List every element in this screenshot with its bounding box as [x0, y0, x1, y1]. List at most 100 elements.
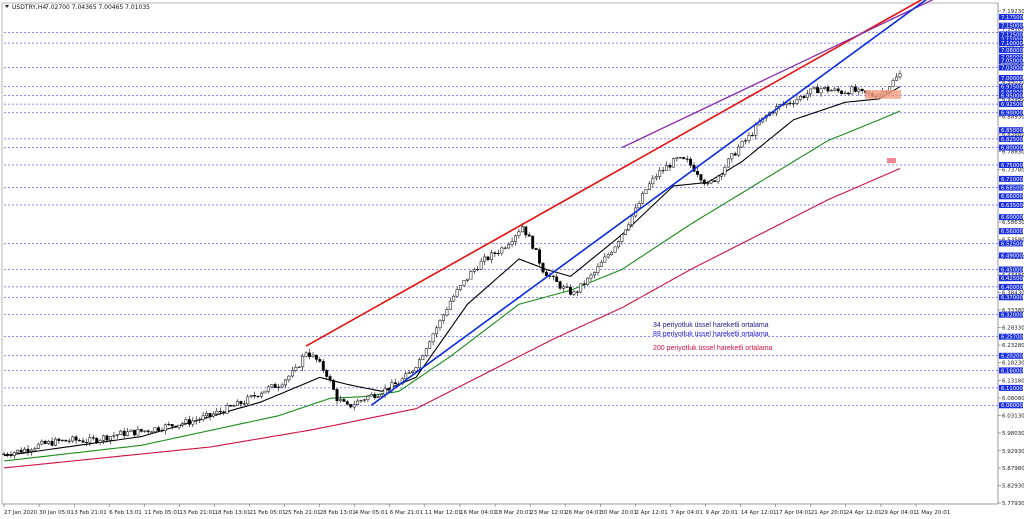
candle-body — [253, 395, 257, 397]
candle-body — [754, 124, 758, 136]
candle-body — [623, 229, 627, 235]
price-box-label: 6.66000 — [1001, 194, 1024, 200]
time-axis[interactable]: 27 Jan 2020 30 Jan 05:01 3 Feb 21:01 6 Feb … — [3, 504, 950, 516]
price-box — [999, 83, 1023, 90]
candle-body — [157, 427, 160, 431]
candle-body — [517, 231, 521, 237]
candle-body — [661, 170, 665, 172]
price-box — [999, 36, 1023, 43]
price-box-label: 6.95000 — [1001, 93, 1024, 99]
candle-body — [9, 454, 13, 456]
candle-body — [170, 424, 174, 427]
candle-body — [541, 262, 545, 273]
price-tick-label: 5.98030 — [1002, 431, 1024, 437]
candle-body — [534, 248, 538, 250]
time-tick-label: 17 Apr 04:01 — [776, 510, 812, 516]
price-box — [999, 384, 1023, 391]
price-box — [999, 283, 1023, 290]
candle-body — [465, 278, 469, 281]
symbol-label: USDTRY,H4 — [12, 4, 46, 11]
candle-body — [314, 354, 318, 360]
time-tick-label: 21 Feb 05:01 — [250, 510, 286, 516]
candle-body — [139, 429, 143, 432]
time-tick-label: 3 Feb 21:01 — [74, 510, 107, 516]
price-box-label: 6.97500 — [1001, 85, 1024, 91]
candle-body — [568, 286, 572, 295]
trend-lines[interactable] — [305, 0, 1020, 406]
candle-body — [843, 92, 847, 94]
highlight-markers — [865, 90, 901, 164]
candle-body — [43, 440, 47, 444]
candle-body — [658, 170, 662, 177]
candle-body — [744, 140, 747, 142]
candle-body — [287, 375, 291, 381]
candle-body — [617, 241, 620, 248]
time-tick-label: 6 Mar 21:01 — [390, 510, 423, 516]
candle-body — [284, 379, 287, 386]
candle-body — [850, 86, 854, 95]
price-tick-label: 5.82930 — [1002, 484, 1024, 490]
candle-body — [582, 283, 586, 285]
candle-body — [682, 157, 686, 160]
price-box — [999, 135, 1023, 142]
candle-body — [565, 286, 569, 288]
candle-body — [356, 400, 360, 405]
candle-body — [153, 427, 157, 433]
candle-body — [308, 352, 311, 357]
candle-body — [380, 393, 384, 397]
candle-body — [647, 183, 651, 190]
candle-body — [122, 430, 126, 436]
time-tick-label: 7 Apr 04:01 — [671, 510, 703, 516]
candle-body — [596, 266, 600, 273]
candle-body — [191, 420, 195, 425]
candle-body — [174, 425, 178, 428]
price-box-label: 6.32000 — [1001, 313, 1024, 319]
candle-body — [359, 400, 363, 402]
chart-header: USDTRY,H4 7.02700 7.04365 7.00465 7.0103… — [5, 4, 150, 11]
candle-body — [486, 256, 490, 260]
candle-body — [606, 254, 610, 258]
channel-top-line — [305, 0, 923, 347]
candle-body — [78, 439, 81, 442]
candle-body — [668, 165, 672, 168]
price-box — [999, 228, 1023, 235]
candle-body — [520, 226, 524, 233]
candle-body — [589, 274, 593, 279]
collapse-arrow-icon[interactable] — [5, 5, 9, 8]
candle-body — [891, 80, 895, 87]
candle-body — [665, 165, 669, 171]
candle-body — [115, 434, 119, 436]
candle-body — [702, 179, 706, 185]
candle-body — [503, 247, 507, 249]
price-box — [999, 193, 1023, 200]
candle-body — [235, 401, 239, 407]
price-box — [999, 162, 1023, 168]
time-tick-label: 28 Feb 13:01 — [320, 510, 356, 516]
price-box — [999, 144, 1023, 151]
candle-body — [19, 449, 23, 453]
candle-body — [239, 401, 243, 405]
candle-body — [366, 395, 370, 400]
candle-body — [685, 158, 689, 160]
candle-body — [448, 300, 452, 310]
candle-body — [208, 413, 212, 417]
candle-body — [47, 441, 51, 444]
candle-body — [229, 405, 233, 407]
candle-body — [737, 146, 741, 156]
candle-body — [826, 86, 830, 92]
price-tick-label: 5.77930 — [1002, 501, 1024, 507]
price-axis[interactable]: 7.192307.141807.091307.040806.990306.939… — [998, 9, 1024, 507]
candle-body — [108, 436, 112, 441]
candle-body — [424, 348, 428, 357]
candle-body — [411, 370, 414, 373]
price-box — [999, 57, 1023, 64]
candle-body — [332, 380, 336, 390]
candle-body — [898, 73, 902, 78]
candle-body — [630, 215, 634, 225]
candle-body — [12, 452, 16, 456]
price-tick-label: 6.18230 — [1002, 361, 1024, 367]
candle-body — [414, 367, 418, 372]
time-tick-label: 18 Feb 13:01 — [215, 510, 251, 516]
candle-body — [71, 436, 75, 442]
